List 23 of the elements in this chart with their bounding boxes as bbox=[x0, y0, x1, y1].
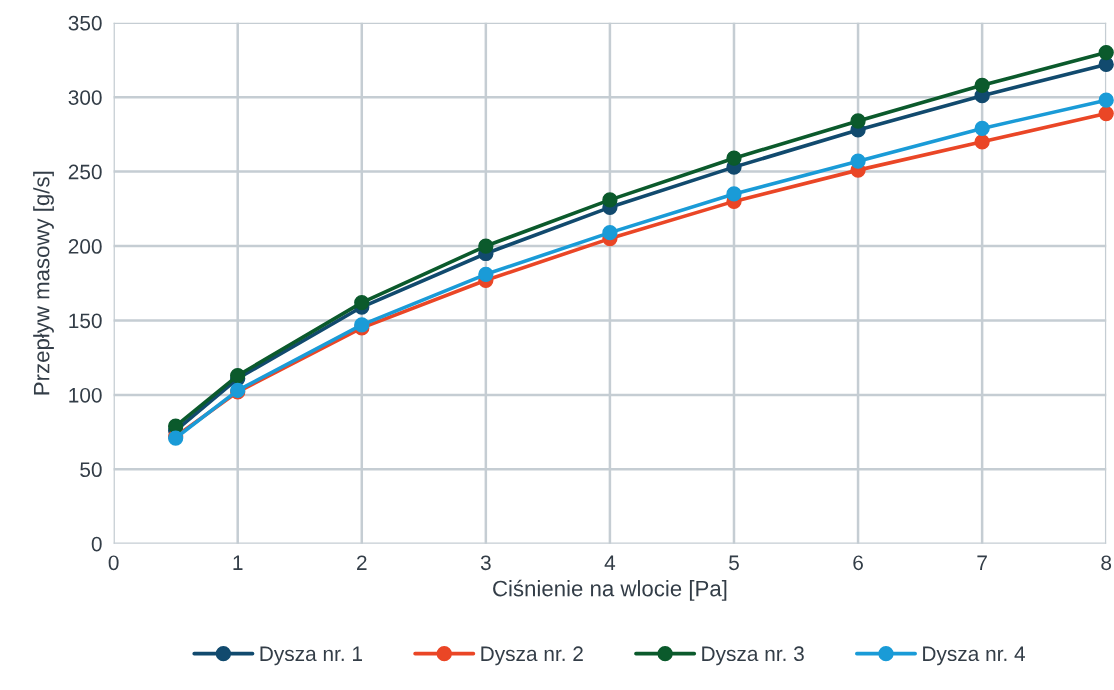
y-tick-label: 350 bbox=[68, 15, 102, 31]
legend-label: Dysza nr. 2 bbox=[481, 646, 583, 666]
y-axis-title: Przepływ masowy [g/s] bbox=[33, 171, 54, 395]
x-tick-label: 0 bbox=[108, 555, 119, 571]
x-tick-label: 5 bbox=[729, 555, 739, 571]
x-tick-label: 1 bbox=[233, 555, 243, 570]
x-tick-label: 4 bbox=[604, 555, 616, 570]
y-tick-label: 300 bbox=[68, 90, 102, 105]
x-axis-title: Ciśnienie na wlocie [Pa] bbox=[493, 579, 727, 601]
y-tick-label: 200 bbox=[68, 239, 102, 254]
y-tick-label: 50 bbox=[80, 462, 102, 478]
y-tick-label: 150 bbox=[69, 313, 102, 329]
legend-label: Dysza nr. 4 bbox=[923, 646, 1026, 666]
legend-label: Dysza nr. 3 bbox=[702, 646, 804, 666]
y-tick-label: 100 bbox=[69, 387, 102, 403]
x-tick-label: 6 bbox=[853, 555, 863, 571]
y-tick-label: 0 bbox=[91, 536, 102, 552]
x-tick-label: 8 bbox=[1101, 555, 1112, 571]
x-tick-label: 2 bbox=[357, 555, 367, 570]
x-tick-label: 3 bbox=[480, 555, 491, 571]
y-tick-label: 250 bbox=[68, 164, 102, 180]
legend-label: Dysza nr. 1 bbox=[260, 646, 362, 666]
x-tick-label: 7 bbox=[977, 555, 987, 570]
